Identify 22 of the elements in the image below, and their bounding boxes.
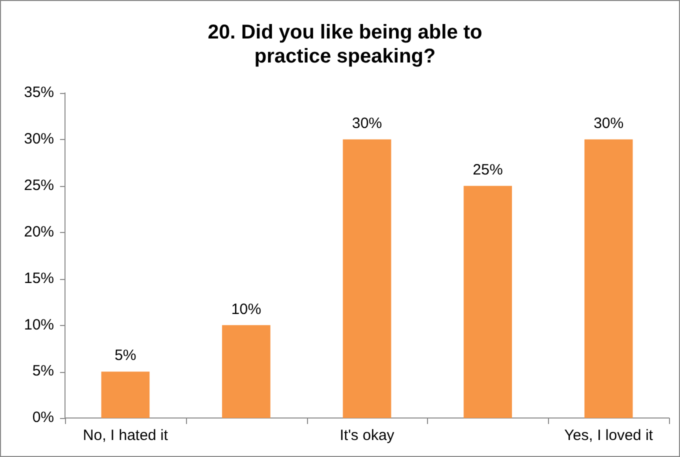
bar	[222, 325, 270, 418]
data-label: 10%	[231, 300, 262, 318]
bar	[342, 139, 392, 418]
y-tick-label: 15%	[24, 270, 54, 287]
x-tick-label: It's okay	[340, 427, 395, 444]
bar	[464, 186, 512, 418]
bar	[584, 139, 633, 418]
y-tick-label: 5%	[32, 362, 54, 380]
data-label: 5%	[114, 347, 136, 364]
x-tick-label: Yes, I loved it	[564, 427, 654, 444]
y-tick-label: 20%	[24, 223, 54, 240]
y-tick-label: 0%	[32, 409, 54, 426]
y-tick-label: 30%	[24, 130, 54, 148]
data-label: 30%	[594, 115, 624, 132]
data-label: 30%	[352, 115, 382, 132]
bar	[101, 372, 150, 418]
data-label: 25%	[472, 162, 503, 178]
y-tick-label: 10%	[24, 316, 54, 334]
y-tick-label: 35%	[24, 84, 54, 102]
chart-title: 20. Did you like being able to practice speaking?	[208, 22, 482, 68]
y-tick-label: 25%	[24, 177, 54, 194]
x-tick-label: No, I hated it	[82, 427, 169, 444]
